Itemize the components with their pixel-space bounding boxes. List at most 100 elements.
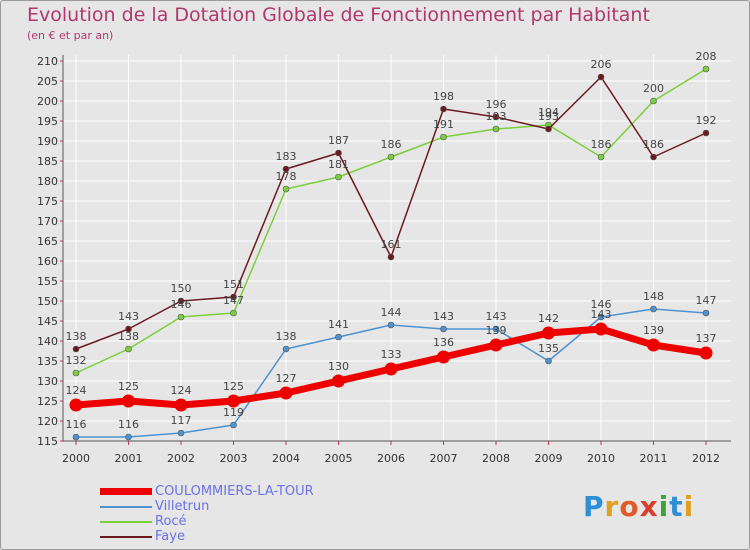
data-label: 193 [538, 110, 559, 123]
data-point [178, 314, 184, 320]
proxiti-logo: Proxiti [583, 490, 694, 523]
data-point [703, 310, 709, 316]
data-label: 186 [643, 138, 664, 151]
x-tick-label: 2002 [167, 452, 195, 465]
data-point [441, 134, 447, 140]
legend-item-coulommiers[interactable]: COULOMMIERS-LA-TOUR [100, 484, 314, 499]
data-label: 161 [381, 238, 402, 251]
data-label: 206 [591, 58, 612, 71]
data-label: 119 [223, 406, 244, 419]
data-point [73, 434, 79, 440]
logo-letter: o [619, 490, 639, 523]
logo-letter: r [605, 490, 620, 523]
x-tick-label: 2001 [115, 452, 143, 465]
data-point [70, 399, 83, 412]
data-point [336, 174, 342, 180]
legend: COULOMMIERS-LA-TOUR Villetrun Rocé Faye [100, 484, 314, 544]
data-label: 116 [66, 418, 87, 431]
data-label: 137 [696, 332, 717, 345]
data-label: 124 [66, 384, 87, 397]
legend-item-villetrun[interactable]: Villetrun [100, 499, 314, 514]
x-tick-label: 2012 [692, 452, 720, 465]
data-point [73, 346, 79, 352]
data-label: 186 [381, 138, 402, 151]
data-label: 125 [223, 380, 244, 393]
x-tick-label: 2004 [272, 452, 300, 465]
data-point [231, 310, 237, 316]
data-label: 136 [433, 336, 454, 349]
data-point [175, 399, 188, 412]
data-point [651, 98, 657, 104]
x-tick-label: 2011 [640, 452, 668, 465]
x-tick-label: 2003 [220, 452, 248, 465]
data-point [595, 323, 608, 336]
data-point [546, 358, 552, 364]
x-tick-label: 2000 [62, 452, 90, 465]
data-label: 117 [171, 414, 192, 427]
y-tick-label: 140 [37, 335, 58, 348]
x-tick-label: 2005 [325, 452, 353, 465]
data-point [388, 154, 394, 160]
data-label: 124 [171, 384, 192, 397]
y-tick-label: 195 [37, 115, 58, 128]
data-label: 144 [381, 306, 402, 319]
y-tick-label: 120 [37, 415, 58, 428]
logo-letter: i [659, 490, 670, 523]
y-tick-label: 130 [37, 375, 58, 388]
data-point [598, 74, 604, 80]
y-tick-label: 125 [37, 395, 58, 408]
data-label: 138 [276, 330, 297, 343]
data-label: 143 [591, 308, 612, 321]
y-tick-label: 175 [37, 195, 58, 208]
data-point [283, 186, 289, 192]
data-label: 138 [118, 330, 139, 343]
legend-item-roce[interactable]: Rocé [100, 514, 314, 529]
data-label: 183 [276, 150, 297, 163]
data-point [441, 326, 447, 332]
data-point [231, 422, 237, 428]
y-tick-label: 165 [37, 235, 58, 248]
y-tick-label: 205 [37, 75, 58, 88]
data-label: 139 [643, 324, 664, 337]
data-point [178, 430, 184, 436]
data-label: 198 [433, 90, 454, 103]
x-tick-label: 2008 [482, 452, 510, 465]
data-label: 192 [696, 114, 717, 127]
data-point [542, 327, 555, 340]
data-label: 132 [66, 354, 87, 367]
data-label: 191 [433, 118, 454, 131]
data-point [388, 322, 394, 328]
logo-letter: t [669, 490, 683, 523]
data-label: 208 [696, 50, 717, 63]
legend-swatch-roce [100, 521, 152, 523]
legend-label: Rocé [155, 514, 187, 529]
y-tick-label: 115 [37, 435, 58, 448]
data-label: 141 [328, 318, 349, 331]
data-label: 150 [171, 282, 192, 295]
data-point [700, 347, 713, 360]
data-label: 143 [486, 310, 507, 323]
y-tick-label: 210 [37, 55, 58, 68]
data-point [73, 370, 79, 376]
logo-letter: x [640, 490, 659, 523]
data-label: 127 [276, 372, 297, 385]
data-point [703, 130, 709, 136]
data-label: 181 [328, 158, 349, 171]
data-label: 143 [118, 310, 139, 323]
data-label: 142 [538, 312, 559, 325]
data-point [703, 66, 709, 72]
y-tick-label: 155 [37, 275, 58, 288]
data-point [546, 126, 552, 132]
legend-swatch-coulommiers [100, 488, 152, 495]
x-tick-label: 2006 [377, 452, 405, 465]
data-point [651, 306, 657, 312]
y-tick-label: 145 [37, 315, 58, 328]
legend-swatch-faye [100, 536, 152, 538]
legend-item-faye[interactable]: Faye [100, 529, 314, 544]
data-label: 125 [118, 380, 139, 393]
data-label: 133 [381, 348, 402, 361]
data-point [126, 434, 132, 440]
legend-label: Villetrun [155, 499, 209, 514]
y-tick-label: 180 [37, 175, 58, 188]
y-tick-label: 150 [37, 295, 58, 308]
